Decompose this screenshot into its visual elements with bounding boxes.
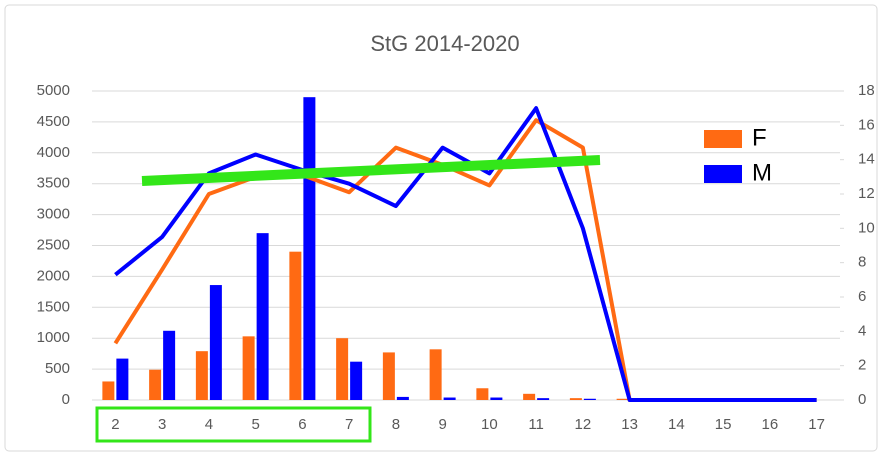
bar xyxy=(537,398,550,400)
legend-label: M xyxy=(752,159,772,186)
bar xyxy=(149,369,162,400)
x-tick-label: 5 xyxy=(251,416,259,433)
y-tick-label: 5000 xyxy=(37,82,70,99)
x-tick-label: 6 xyxy=(298,416,306,433)
x-tick-label: 2 xyxy=(111,416,119,433)
x-tick-label: 4 xyxy=(205,416,213,433)
y-tick-label: 4000 xyxy=(37,144,70,161)
legend-swatch xyxy=(704,130,742,148)
x-tick-label: 9 xyxy=(438,416,446,433)
bar xyxy=(256,233,269,400)
bar xyxy=(443,397,456,400)
bar xyxy=(569,398,582,400)
bar xyxy=(116,358,129,400)
chart-title: StG 2014-2020 xyxy=(370,31,519,56)
x-tick-label: 3 xyxy=(158,416,166,433)
y-tick-label: 4500 xyxy=(37,113,70,130)
y-tick-label: 0 xyxy=(62,391,70,408)
y2-tick-label: 8 xyxy=(858,254,866,271)
bar xyxy=(350,361,363,400)
bar xyxy=(523,393,536,400)
bar xyxy=(102,381,115,400)
y-tick-label: 500 xyxy=(45,360,70,377)
bar xyxy=(616,398,629,400)
x-tick-label: 15 xyxy=(715,416,732,433)
y-tick-label: 3500 xyxy=(37,175,70,192)
x-tick-label: 16 xyxy=(762,416,779,433)
y-tick-label: 1000 xyxy=(37,329,70,346)
y-tick-label: 2500 xyxy=(37,236,70,253)
trend-annotation xyxy=(141,155,601,186)
y2-tick-label: 14 xyxy=(858,151,875,168)
x-tick-label: 11 xyxy=(528,416,544,433)
highlight-box xyxy=(95,406,372,443)
bar xyxy=(429,349,442,400)
y-tick-label: 1500 xyxy=(37,298,70,315)
y-tick-label: 3000 xyxy=(37,206,70,223)
y2-tick-label: 4 xyxy=(858,322,866,339)
bar xyxy=(476,388,489,400)
y2-tick-label: 6 xyxy=(858,288,866,305)
y2-tick-label: 0 xyxy=(858,391,866,408)
chart-frame xyxy=(4,4,878,452)
bar xyxy=(163,330,176,400)
bar xyxy=(209,285,222,400)
legend-swatch xyxy=(704,165,742,183)
x-tick-label: 7 xyxy=(345,416,353,433)
y2-tick-label: 10 xyxy=(858,219,875,236)
y-tick-label: 2000 xyxy=(37,267,70,284)
x-tick-label: 17 xyxy=(808,416,825,433)
bar xyxy=(336,338,349,400)
y2-tick-label: 2 xyxy=(858,357,866,374)
x-tick-label: 10 xyxy=(481,416,498,433)
y2-tick-label: 16 xyxy=(858,116,875,133)
x-tick-label: 13 xyxy=(621,416,638,433)
bar xyxy=(195,351,208,400)
bar xyxy=(382,352,395,400)
x-tick-label: 14 xyxy=(668,416,685,433)
bar xyxy=(289,251,302,400)
legend-label: F xyxy=(752,124,767,151)
x-tick-label: 12 xyxy=(575,416,592,433)
bar xyxy=(242,336,255,400)
bar xyxy=(583,398,596,400)
bar xyxy=(303,97,316,401)
bar xyxy=(396,396,409,400)
line xyxy=(114,106,817,402)
bar xyxy=(490,397,503,400)
x-tick-label: 8 xyxy=(392,416,400,433)
y2-tick-label: 18 xyxy=(858,82,875,99)
y2-tick-label: 12 xyxy=(858,185,875,202)
